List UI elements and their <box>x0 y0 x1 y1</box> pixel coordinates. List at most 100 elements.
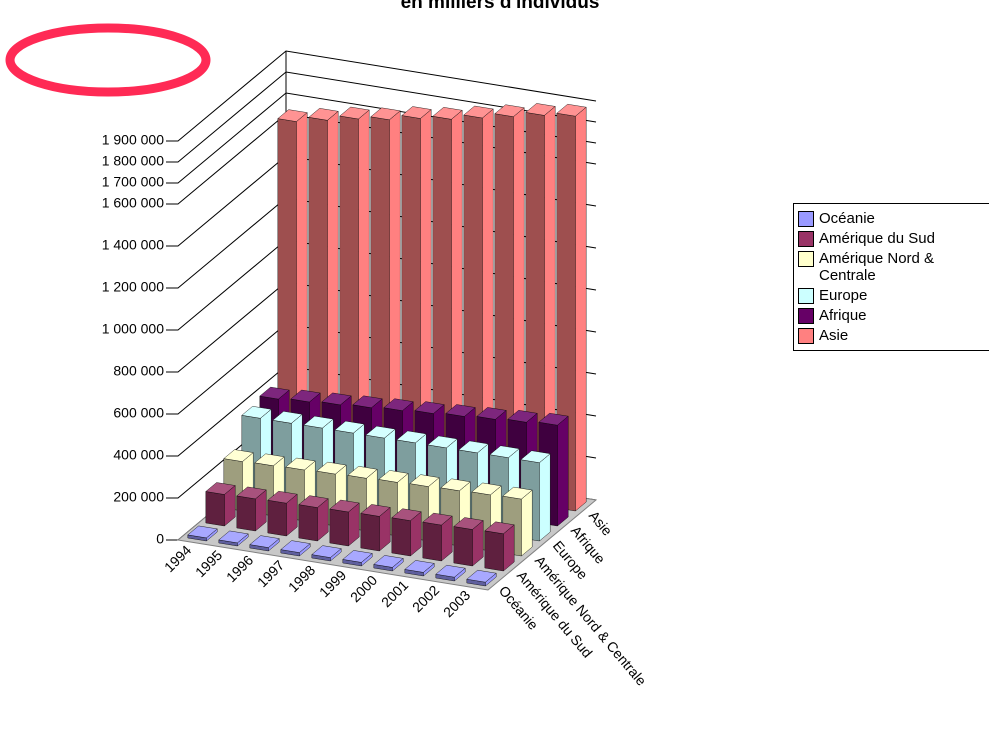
bar-top <box>254 453 285 467</box>
bar-side <box>575 106 587 512</box>
bar <box>342 550 373 567</box>
bar-top <box>205 482 236 495</box>
bar-top <box>556 103 587 117</box>
bar <box>422 512 453 562</box>
bar-top <box>347 466 378 479</box>
bar-top <box>280 540 311 553</box>
bar-top <box>378 470 409 483</box>
y-tick-label: 0 <box>156 531 164 547</box>
bar-top <box>458 440 489 454</box>
bar-top <box>396 430 427 444</box>
bar-top <box>507 410 538 423</box>
x-tick-label: 1997 <box>254 557 287 590</box>
bar-top <box>463 105 494 119</box>
x-tick-label: 2003 <box>440 587 473 620</box>
bar-front <box>453 526 473 567</box>
bar-top <box>272 411 303 424</box>
y-tick-label: 1 200 000 <box>102 279 164 295</box>
bar-front <box>360 513 380 552</box>
bar-top <box>339 106 370 120</box>
bar-top <box>218 530 249 544</box>
bar-top <box>422 512 453 526</box>
bar-top <box>466 569 497 583</box>
bar-top <box>404 560 435 573</box>
bar-top <box>277 109 308 122</box>
bar-top <box>435 564 466 578</box>
y-tick-label: 1 900 000 <box>102 132 164 148</box>
bar-top <box>241 406 272 419</box>
bar-top <box>520 450 551 463</box>
legend-item: Océanie <box>798 210 988 227</box>
x-tick-label: 1999 <box>316 567 349 600</box>
bar-side <box>557 415 569 527</box>
legend-label: Afrique <box>819 307 867 324</box>
bar-front <box>205 491 225 527</box>
bar <box>370 107 401 482</box>
bar-side <box>539 453 551 542</box>
bar-top <box>290 389 321 403</box>
bar-side <box>521 489 533 557</box>
y-tick-label: 1 400 000 <box>102 237 164 253</box>
bar-front <box>422 521 442 562</box>
bar-top <box>329 499 360 513</box>
bar-top <box>445 404 476 417</box>
y-tick-label: 1 800 000 <box>102 153 164 169</box>
bar <box>525 103 556 507</box>
bar <box>218 530 249 547</box>
bar-top <box>311 545 342 558</box>
bar <box>404 560 435 577</box>
x-tick-label: 1998 <box>285 562 318 595</box>
bar-front <box>484 530 504 572</box>
bar-top <box>401 106 432 119</box>
bar <box>484 521 515 572</box>
bar-front <box>298 504 318 542</box>
bar <box>311 545 342 562</box>
bar-front <box>267 499 287 537</box>
bar-top <box>476 407 507 420</box>
bar-top <box>502 486 533 500</box>
bar-top <box>365 425 396 439</box>
legend-swatch <box>798 211 814 227</box>
x-tick-label: 2002 <box>409 582 442 615</box>
grid-line <box>166 50 597 142</box>
bar-top <box>267 490 298 504</box>
bar <box>360 504 391 552</box>
bar-top <box>342 550 373 563</box>
bar <box>494 104 525 502</box>
bar <box>267 490 298 537</box>
bar-top <box>494 104 525 117</box>
legend-item: Asie <box>798 327 988 344</box>
bar-top <box>236 486 267 500</box>
bar <box>298 495 329 542</box>
z-tick-label: Amérique Nord & Centrale <box>532 553 650 689</box>
bar-top <box>525 103 556 116</box>
y-tick-label: 1 000 000 <box>102 321 164 337</box>
bar <box>249 535 280 552</box>
legend-swatch <box>798 308 814 324</box>
bar <box>556 103 587 512</box>
y-tick-label: 1 600 000 <box>102 195 164 211</box>
bar <box>453 517 484 567</box>
bar-top <box>285 457 316 471</box>
bar-top <box>440 478 471 492</box>
bar <box>187 525 218 542</box>
bar-top <box>249 535 280 548</box>
bar-top <box>321 392 352 406</box>
bar-top <box>223 449 254 462</box>
bar-top <box>432 107 463 120</box>
bar <box>329 499 360 547</box>
bar-top <box>187 525 218 539</box>
bar-top <box>489 445 520 458</box>
grid-line <box>166 71 597 163</box>
bar-front <box>391 517 411 557</box>
legend: Océanie Amérique du Sud Amérique Nord & Ce… <box>793 203 989 351</box>
bars <box>187 103 587 587</box>
bar-top <box>352 395 383 409</box>
x-tick-label: 1996 <box>223 552 256 585</box>
y-tick-label: 600 000 <box>113 405 164 421</box>
legend-item: Afrique <box>798 307 988 324</box>
y-tick-label: 800 000 <box>113 363 164 379</box>
legend-label: Amérique Nord & Centrale <box>819 250 935 284</box>
bar-top <box>453 517 484 530</box>
